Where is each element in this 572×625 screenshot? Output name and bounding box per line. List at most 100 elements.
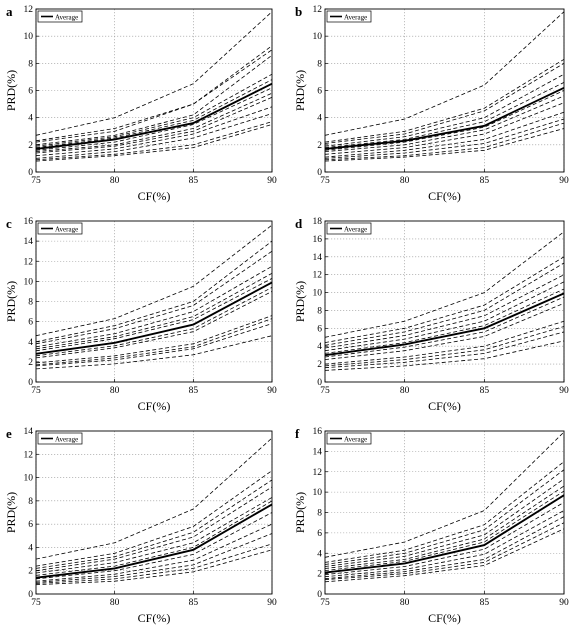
panel-d-y-tick-label: 8 [317,306,322,316]
panel-a-y-tick-label: 0 [28,168,33,178]
panel-b-record-line [324,95,565,152]
panel-e-y-tick-label: 10 [24,474,34,484]
panel-e-x-tick-label: 80 [110,598,120,608]
panel-c-y-tick-label: 0 [28,378,33,388]
panel-c-record-line [35,287,273,357]
panel-f-record-line [324,516,565,580]
panel-d-record-line [324,281,565,352]
panel-d-record-line [324,326,565,367]
panel-c-y-tick-label: 8 [28,298,33,308]
panel-d-y-tick-label: 14 [313,253,323,263]
panel-e-record-line [35,497,273,574]
panel-c-x-tick-label: 75 [31,386,41,396]
panel-f-record-line [324,501,565,575]
panel-b-record-line [324,102,565,155]
panel-a-x-tick-label: 90 [267,176,277,186]
panel-a-record-line [35,92,273,152]
panel-e-y-tick-label: 14 [24,427,34,437]
panel-b-x-tick-label: 85 [480,176,490,186]
panel-f-y-tick-label: 6 [317,529,322,539]
panel-a-legend-box [37,10,83,23]
panel-f-y-tick-label: 8 [317,509,322,519]
panel-f-y-tick-label: 12 [313,468,323,478]
panel-f-y-tick-label: 10 [313,488,323,498]
panel-a-record-line [35,124,273,162]
panel-b-record-line [324,82,565,148]
panel-f-x-axis-label: CF(%) [428,611,461,625]
panel-d-x-tick-label: 85 [480,386,490,396]
panel-d-record-line [324,231,565,338]
panel-e-y-axis-label: PRD(%) [4,492,18,533]
panel-b-average-line [324,86,565,150]
panel-d-y-tick-label: 2 [317,360,322,370]
panel-b-record-line [324,128,565,162]
panel-f-record-line [324,528,565,583]
panel-b-record-line [324,118,565,159]
panel-a-x-tick-label: 80 [110,176,120,186]
panel-c-y-tick-label: 4 [28,338,33,348]
panel-b-x-tick-label: 90 [559,176,569,186]
panel-f-plot-area [325,431,564,594]
panel-c-y-tick-label: 6 [28,318,33,328]
panel-a-axes-frame [35,8,273,173]
panel-d-y-tick-label: 4 [317,342,322,352]
panel-d-record-line [324,331,565,369]
panel-e-y-tick-label: 4 [28,543,33,553]
panel-a-average-line [35,82,273,150]
panel-f-record-line [324,485,565,569]
panel-b-y-tick-label: 12 [313,5,323,15]
panel-c-record-line [35,315,273,364]
panel-e-y-tick-label: 12 [24,450,34,460]
panel-a-record-line [35,45,273,142]
panel-d-legend-label: Average [344,226,367,234]
panel-d-y-tick-label: 18 [313,217,323,227]
panel-c-y-tick-label: 2 [28,358,33,368]
panel-b-y-tick-label: 10 [313,32,323,42]
panel-b-y-tick-label: 6 [317,87,322,97]
panel-b-legend-box [326,10,372,23]
panel-c-y-tick-label: 12 [24,257,34,267]
panel-e-y-tick-label: 2 [28,567,33,577]
panel-e-record-line [35,533,273,583]
panel-b-y-tick-label: 0 [317,168,322,178]
panel-c-record-line [35,318,273,366]
panel-b-panel-letter: b [295,4,302,19]
panel-c-record-line [35,265,273,348]
panel-d-y-tick-label: 0 [317,378,322,388]
panel-e-record-line [35,470,273,567]
panel-f-legend-box [326,432,372,445]
panel-f-x-tick-label: 75 [320,598,330,608]
panel-b-axes-frame [324,8,565,173]
panel-f-panel-letter: f [295,426,300,441]
panel-e-panel-letter: e [6,426,12,441]
panel-c-y-tick-label: 10 [24,277,34,287]
panel-c-y-tick-label: 16 [24,217,34,227]
panel-c-record-line [35,224,273,337]
panel-f-y-tick-label: 0 [317,590,322,600]
panel-a-record-line [35,113,273,159]
panel-e-record-line [35,479,273,569]
panel-a-record-line [35,73,273,147]
panel-d-record-line [324,262,565,346]
panel-f-y-tick-label: 2 [317,570,322,580]
panel-e-record-line [35,543,273,584]
panel-f-x-tick-label: 80 [400,598,410,608]
panel-a-record-line [35,11,273,136]
panel-d-legend-box [326,222,372,235]
panel-f-y-tick-label: 16 [313,427,323,437]
panel-a-y-tick-label: 4 [28,114,33,124]
panel-f-y-tick-label: 14 [313,447,323,457]
panel-e-x-tick-label: 75 [31,598,41,608]
panel-e-record-line [35,512,273,580]
panel-e-legend-box [37,432,83,445]
panel-d-x-tick-label: 90 [559,386,569,396]
panel-c-record-line [35,240,273,343]
panel-e-record-line [35,549,273,586]
panel-e-record-line [35,486,273,572]
panel-c-record-line [35,291,273,359]
panel-f-x-tick-label: 85 [480,598,490,608]
panel-e-record-line [35,500,273,576]
panel-d-panel-letter: d [295,216,303,231]
panel-c-x-tick-label: 90 [267,386,277,396]
panel-c-legend-label: Average [55,226,78,234]
